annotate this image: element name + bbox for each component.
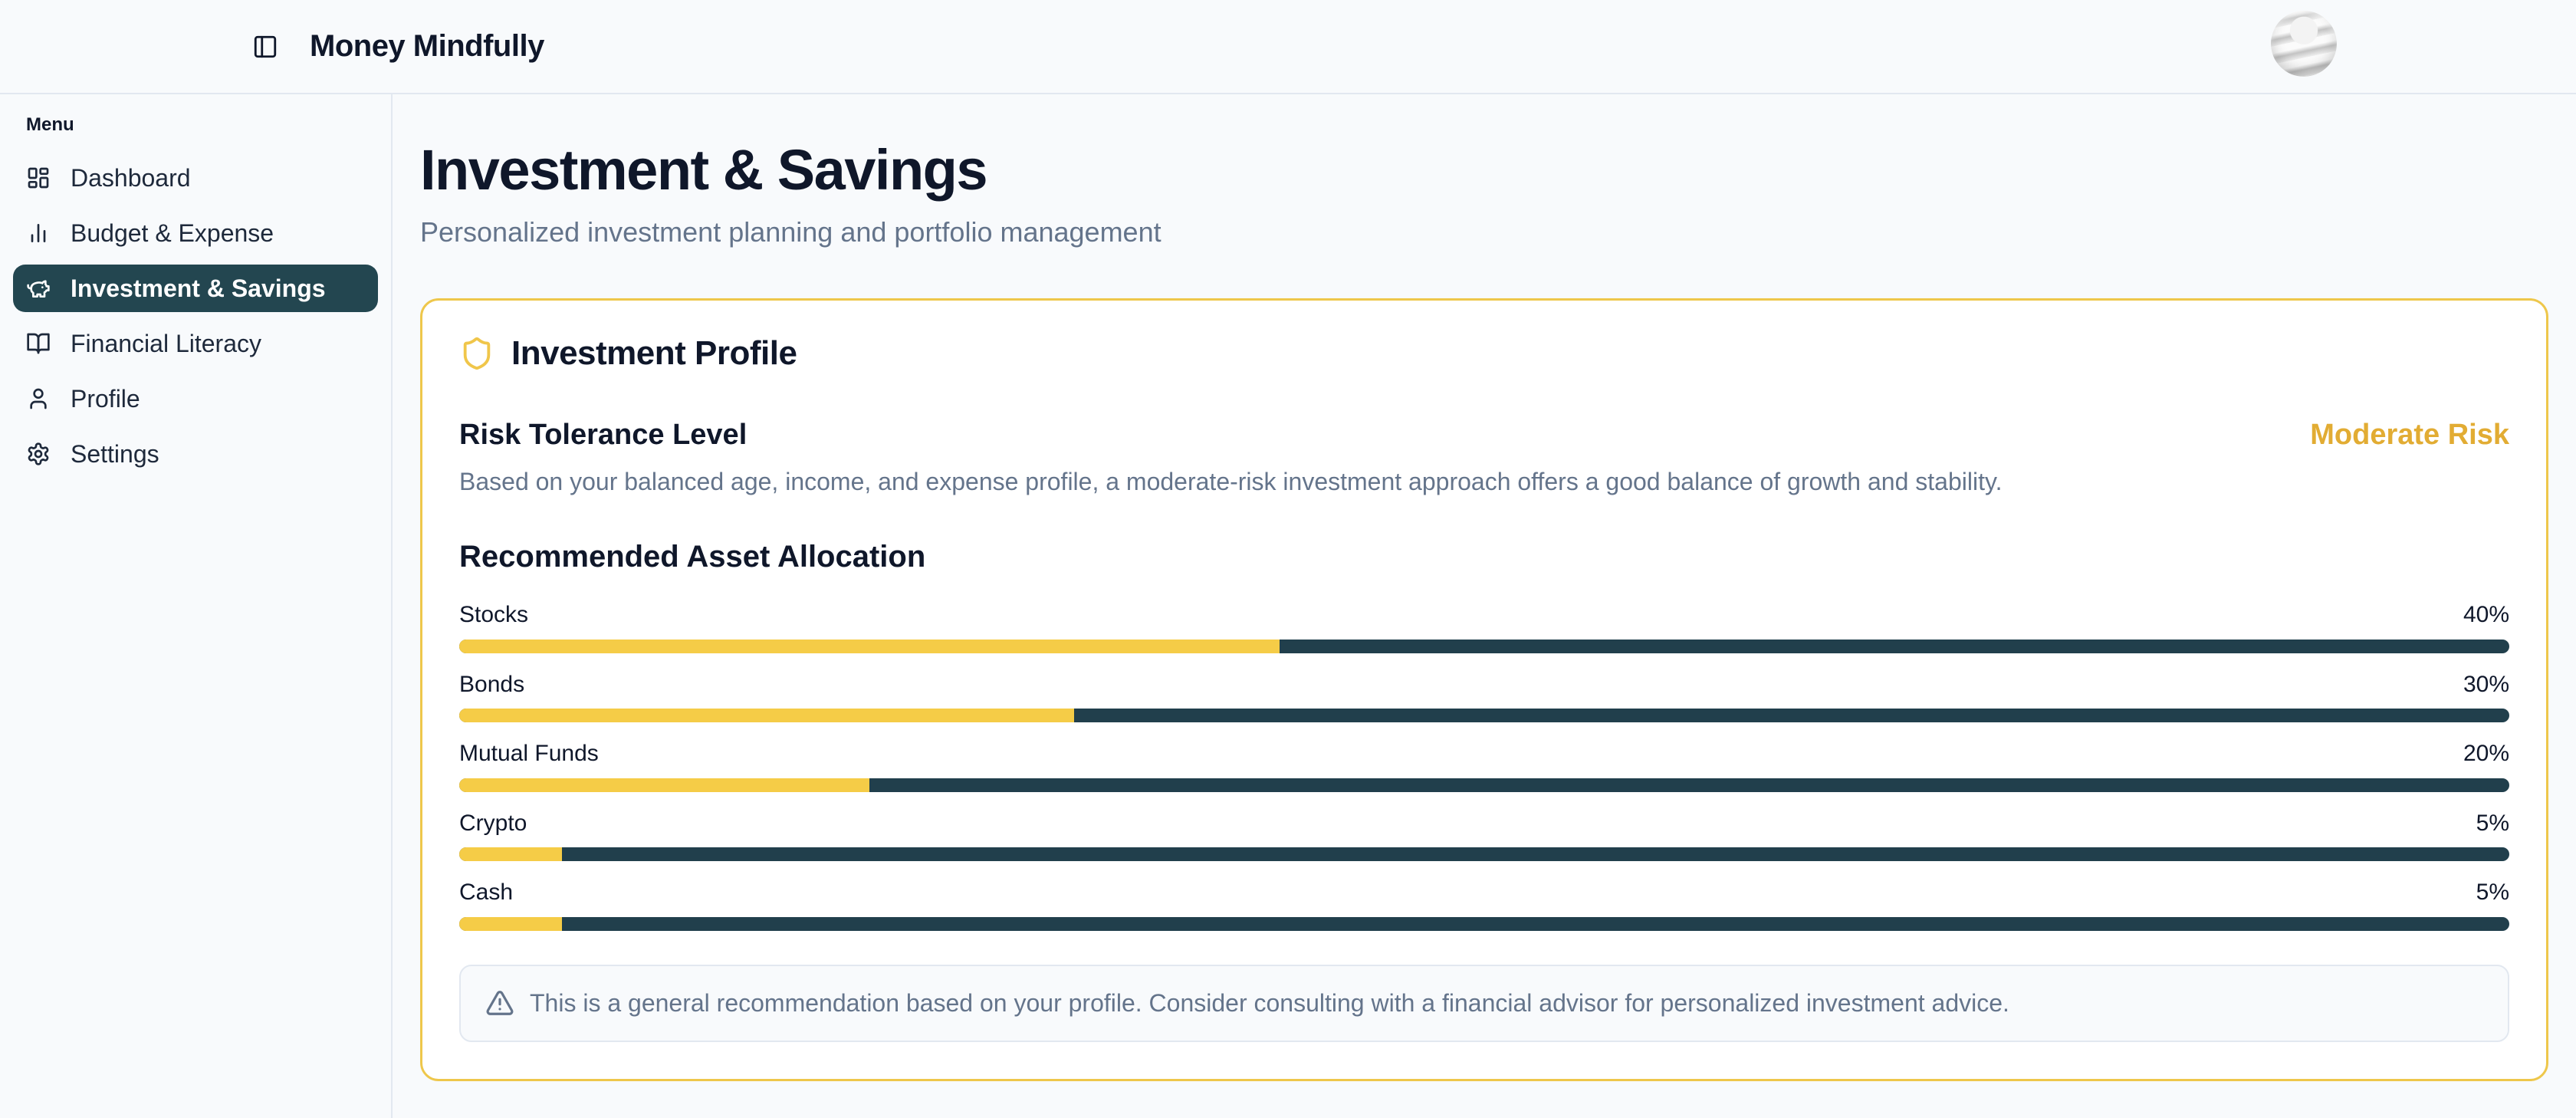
sidebar-item-dashboard[interactable]: Dashboard (13, 154, 378, 202)
asset-percent: 40% (2463, 602, 2509, 628)
book-open-icon (27, 333, 50, 354)
page-title: Investment & Savings (420, 138, 988, 202)
sidebar-item-profile[interactable]: Profile (13, 375, 378, 423)
allocation-bar-track (459, 778, 2509, 792)
allocation-bar-track (459, 709, 2509, 723)
sidebar-item-settings[interactable]: Settings (13, 430, 378, 478)
asset-label: Cash (459, 880, 514, 906)
allocation-bar-track (459, 847, 2509, 862)
sidebar-item-budget-expense[interactable]: Budget & Expense (13, 209, 378, 257)
asset-label: Mutual Funds (459, 741, 599, 767)
sidebar-toggle-button[interactable] (250, 31, 281, 62)
asset-label: Crypto (459, 810, 527, 836)
gear-icon (28, 442, 49, 465)
page-subtitle: Personalized investment planning and por… (420, 216, 1162, 248)
sidebar: Menu Dashboard Budget & Expense Inv (0, 94, 393, 1118)
profile-avatar[interactable] (2271, 11, 2337, 77)
menu-section-label: Menu (26, 114, 74, 135)
app-title: Money Mindfully (310, 29, 544, 63)
allocation-bar-fill (459, 778, 869, 792)
allocation-row-bonds: Bonds 30% (459, 670, 2509, 723)
shield-icon (463, 337, 491, 370)
app-header: Money Mindfully (0, 0, 2576, 94)
allocation-bar-fill (459, 916, 562, 931)
allocation-row-cash: Cash 5% (459, 878, 2509, 931)
disclaimer-text: This is a general recommendation based o… (530, 988, 2009, 1017)
card-title: Investment Profile (511, 334, 797, 372)
sidebar-nav: Dashboard Budget & Expense Investment & … (13, 154, 378, 478)
allocation-heading: Recommended Asset Allocation (459, 540, 926, 574)
dashboard-icon (28, 167, 49, 189)
allocation-bar-fill (459, 847, 562, 862)
asset-percent: 5% (2476, 880, 2509, 906)
asset-label: Bonds (459, 671, 525, 697)
alert-triangle-icon (486, 991, 514, 1016)
risk-level-badge: Moderate Risk (2310, 418, 2509, 451)
allocation-bar-fill (459, 639, 1280, 653)
disclaimer-box: This is a general recommendation based o… (459, 964, 2509, 1043)
sidebar-item-financial-literacy[interactable]: Financial Literacy (13, 320, 378, 367)
sidebar-item-label: Budget & Expense (71, 219, 274, 247)
allocation-row-stocks: Stocks 40% (459, 600, 2509, 653)
sidebar-item-label: Profile (71, 384, 140, 413)
risk-tolerance-row: Risk Tolerance Level Moderate Risk (459, 419, 2509, 452)
asset-percent: 20% (2463, 741, 2509, 767)
asset-percent: 30% (2463, 671, 2509, 697)
allocation-row-mutual-funds: Mutual Funds 20% (459, 739, 2509, 792)
sidebar-item-label: Dashboard (71, 163, 191, 192)
investment-profile-card: Investment Profile Risk Tolerance Level … (420, 298, 2548, 1082)
main-content: Investment & Savings Personalized invest… (393, 94, 2576, 1118)
sidebar-item-investment-savings[interactable]: Investment & Savings (13, 265, 378, 312)
card-header: Investment Profile (459, 334, 2509, 373)
sidebar-item-label: Financial Literacy (71, 329, 261, 357)
allocation-row-crypto: Crypto 5% (459, 809, 2509, 862)
user-icon (30, 388, 47, 409)
sidebar-item-label: Settings (71, 439, 159, 468)
panel-left-icon (254, 35, 277, 58)
piggy-bank-icon (27, 280, 50, 298)
allocation-bar-track (459, 916, 2509, 931)
risk-tolerance-heading: Risk Tolerance Level (459, 418, 748, 451)
allocation-bar-track (459, 639, 2509, 653)
allocation-list: Stocks 40% Bonds 30% (459, 600, 2509, 931)
asset-percent: 5% (2476, 810, 2509, 836)
asset-label: Stocks (459, 602, 529, 628)
allocation-bar-fill (459, 709, 1075, 723)
bar-chart-icon (31, 224, 46, 242)
risk-description: Based on your balanced age, income, and … (459, 467, 2003, 495)
sidebar-item-label: Investment & Savings (71, 274, 326, 302)
